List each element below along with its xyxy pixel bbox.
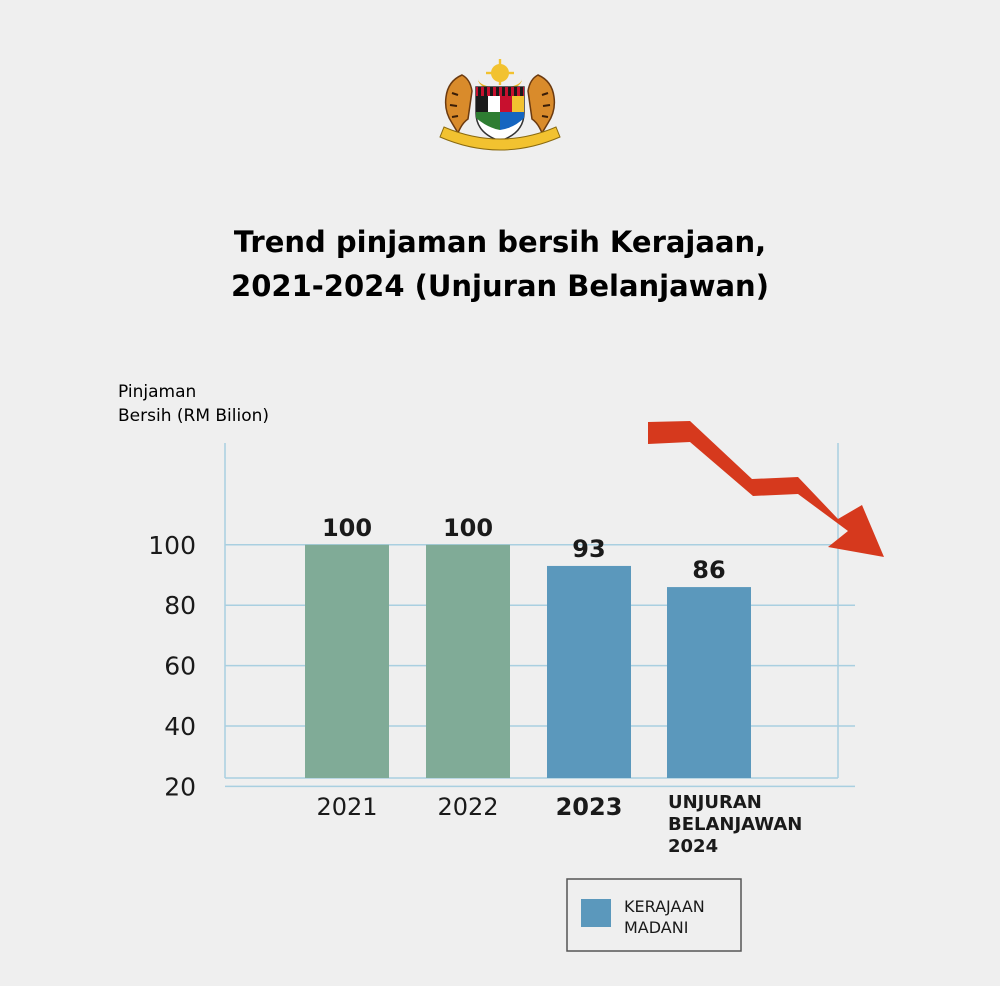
x-tick-label-3-line-1: UNJURAN	[668, 792, 762, 813]
malaysia-coat-of-arms-icon	[439, 59, 561, 151]
trend-down-arrow-icon	[648, 421, 884, 557]
chart-title: Trend pinjaman bersih Kerajaan,	[234, 225, 766, 259]
chart-subtitle: 2021-2024 (Unjuran Belanjawan)	[231, 269, 769, 303]
x-tick-label-0: 2021	[316, 793, 377, 821]
x-tick-label-3-line-3: 2024	[668, 836, 718, 857]
bar-2022	[426, 544, 510, 778]
x-tick-label-2: 2023	[556, 793, 623, 821]
y-tick-labels: 20 40 60 80 100	[148, 531, 196, 802]
value-label-2: 93	[572, 535, 605, 563]
legend-label-line-1: KERAJAAN	[624, 897, 705, 916]
y-tick-label-60: 60	[164, 652, 196, 681]
value-label-3: 86	[692, 556, 725, 584]
y-tick-label-40: 40	[164, 712, 196, 741]
legend-label-kerajaan-madani: KERAJAAN MADANI	[624, 897, 710, 937]
bar-unjuran-belanjawan-2024	[667, 587, 751, 778]
y-tick-label-80: 80	[164, 591, 196, 620]
legend: KERAJAAN MADANI	[566, 878, 742, 952]
value-labels: 100 100 93 86	[322, 514, 726, 584]
y-tick-label-20: 20	[164, 772, 196, 801]
legend-box	[566, 878, 742, 952]
bars	[305, 544, 751, 778]
legend-swatch-kerajaan-madani	[581, 899, 611, 927]
y-axis-label: Pinjaman Bersih (RM Bilion)	[118, 382, 269, 426]
x-tick-label-1: 2022	[437, 793, 498, 821]
y-axis-label-line-2: Bersih (RM Bilion)	[118, 406, 269, 426]
bar-2021	[305, 544, 389, 778]
legend-label-line-2: MADANI	[624, 918, 688, 937]
x-tick-label-3-line-2: BELANJAWAN	[668, 814, 802, 835]
value-label-1: 100	[443, 514, 493, 542]
y-tick-label-100: 100	[148, 531, 196, 560]
y-axis-label-line-1: Pinjaman	[118, 382, 196, 402]
bar-2023	[547, 565, 631, 778]
value-label-0: 100	[322, 514, 372, 542]
